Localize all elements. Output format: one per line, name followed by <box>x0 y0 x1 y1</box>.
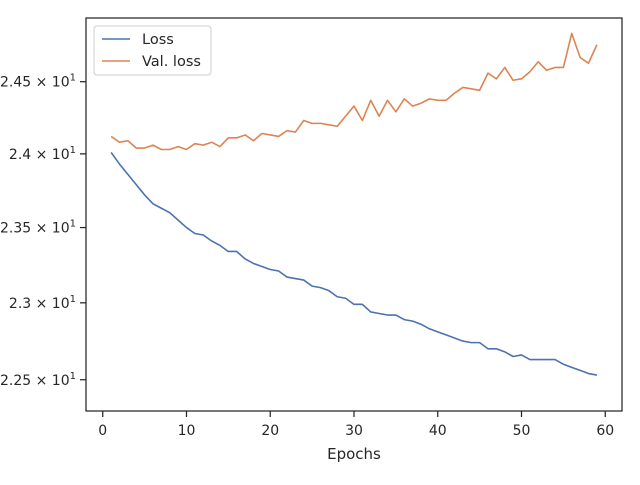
x-tick-label: 0 <box>98 423 107 439</box>
series-layer <box>110 32 598 376</box>
series-line-val-loss <box>110 32 598 151</box>
y-axis: 2.25 × 101 2.3 × 101 2.35 × 101 2.4 × 101 2.… <box>0 73 86 389</box>
y-tick-label: 2.25 × 101 <box>0 371 76 389</box>
legend-label-val-loss: Val. loss <box>142 54 201 70</box>
x-tick-label: 10 <box>178 423 196 439</box>
x-axis: 0 10 20 30 40 50 60 <box>98 411 614 439</box>
plot-frame <box>85 17 623 412</box>
x-tick-label: 20 <box>261 423 279 439</box>
y-tick-label: 2.4 × 101 <box>9 145 76 163</box>
x-tick-label: 60 <box>596 423 614 439</box>
x-tick-label: 40 <box>429 423 447 439</box>
x-tick-label: 30 <box>345 423 363 439</box>
series-line-loss <box>110 151 598 376</box>
x-axis-label: Epochs <box>327 445 381 463</box>
legend: Loss Val. loss <box>93 25 212 76</box>
y-tick-label: 2.45 × 101 <box>0 73 76 91</box>
legend-label-loss: Loss <box>142 32 174 48</box>
y-tick-label: 2.3 × 101 <box>9 294 76 312</box>
y-tick-label: 2.35 × 101 <box>0 219 76 237</box>
x-tick-label: 50 <box>513 423 531 439</box>
